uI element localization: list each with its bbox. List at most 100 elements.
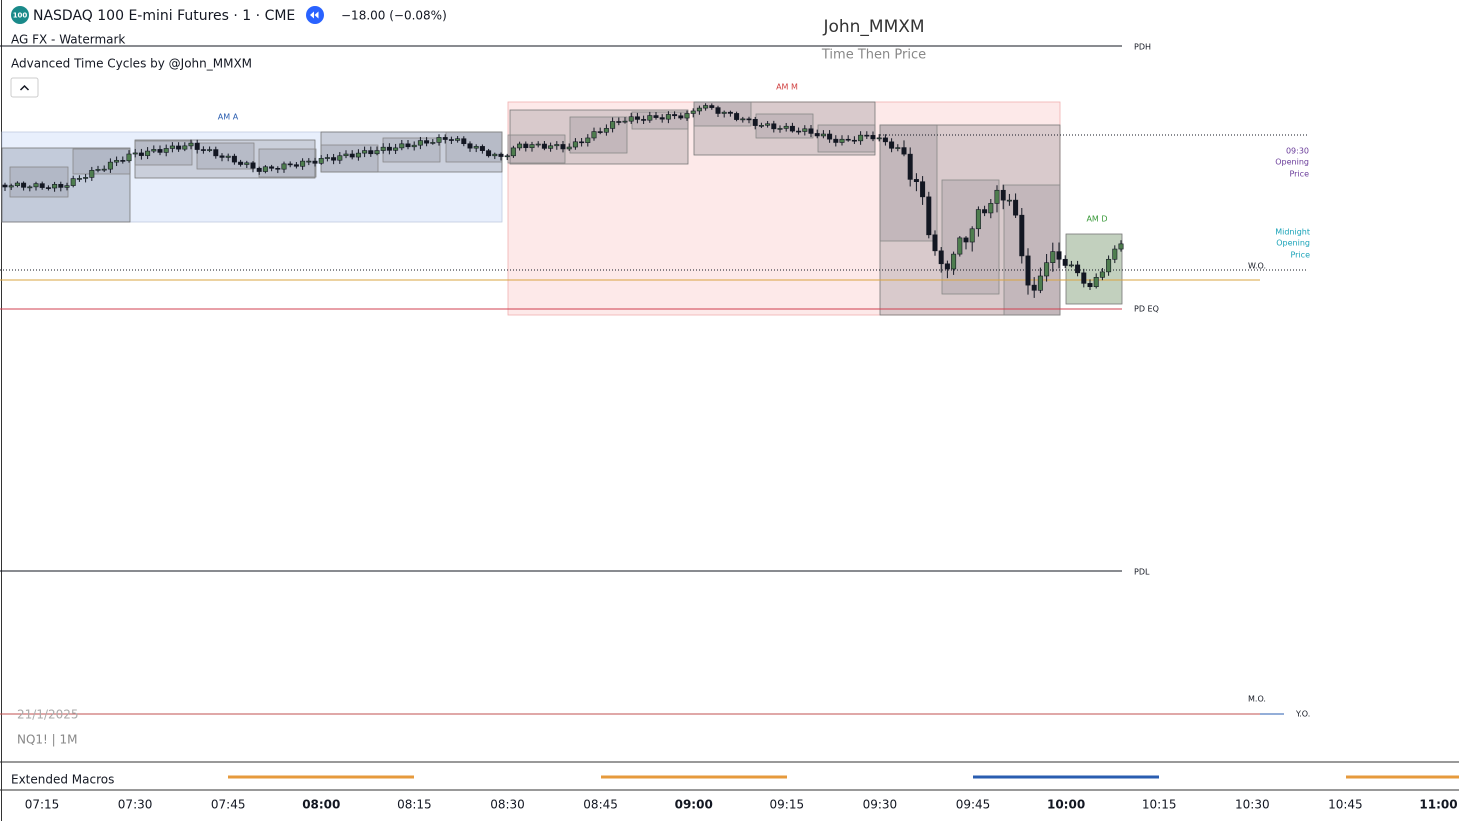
candle-body	[870, 135, 876, 140]
time-tick-label: 10:45	[1328, 798, 1363, 812]
candle-body	[430, 142, 436, 144]
candle-body	[1037, 275, 1043, 291]
candle-body	[374, 150, 380, 155]
sub-cycle-box	[9, 166, 69, 198]
candle-body	[517, 143, 523, 149]
candle-body	[746, 118, 752, 121]
candle-body	[145, 150, 151, 156]
collapse-button[interactable]	[10, 77, 39, 98]
candle-body	[814, 133, 820, 137]
candle-body	[498, 153, 504, 157]
candle-body	[256, 167, 262, 172]
candle-body	[287, 163, 293, 166]
candle-body	[461, 138, 467, 145]
candle-body	[951, 253, 957, 270]
candle-body	[424, 140, 430, 144]
candle-body	[554, 144, 560, 147]
candle-body	[83, 177, 89, 179]
candle-body	[1019, 214, 1025, 257]
symbol-icon	[11, 6, 29, 24]
candle-body	[399, 143, 405, 149]
sub-cycle-box	[196, 142, 255, 170]
candle-body	[194, 142, 200, 150]
candle-body	[95, 169, 101, 171]
sub-cycle-box	[509, 109, 689, 165]
candle-body	[76, 178, 82, 180]
candle-body	[138, 152, 144, 156]
cycle-label: AM A	[218, 113, 239, 122]
time-tick-label: 08:45	[583, 798, 618, 812]
candle-body	[833, 138, 839, 143]
candle-body	[622, 120, 628, 123]
candle-body	[957, 237, 963, 255]
level-label: W.O.	[1248, 262, 1266, 271]
candle-body	[802, 128, 808, 132]
plot-area	[0, 45, 1308, 715]
candle-body	[2, 184, 8, 188]
candle-body	[591, 131, 597, 139]
macros-label[interactable]: Extended Macros	[11, 773, 114, 787]
candle-body	[231, 155, 237, 163]
candle-body	[275, 168, 281, 170]
candle-body	[331, 157, 337, 161]
candle-body	[337, 155, 343, 161]
time-tick-label: 11:00	[1419, 798, 1457, 812]
candle-body	[1087, 283, 1093, 288]
time-tick-label: 09:45	[956, 798, 991, 812]
time-axis: 07:15 07:30 07:45 08:00 08:15 08:30 08:45 09:00…	[25, 798, 1458, 812]
candle-body	[541, 143, 547, 149]
candle-body	[529, 144, 535, 149]
sub-cycle-box	[134, 139, 316, 179]
candle-body	[907, 153, 913, 180]
candle-body	[492, 153, 498, 157]
candle-body	[1000, 189, 1006, 201]
candle-body	[114, 160, 120, 163]
time-tick-label: 10:30	[1235, 798, 1270, 812]
candle-body	[225, 155, 231, 158]
candle-body	[213, 149, 219, 157]
candle-body	[1031, 284, 1037, 291]
candle-body	[448, 139, 454, 141]
candle-body	[8, 185, 14, 188]
candle-body	[349, 153, 355, 158]
candle-body	[727, 111, 733, 114]
candle-body	[355, 152, 361, 158]
candle-body	[548, 145, 554, 149]
candle-body	[994, 189, 1000, 204]
watermark-date: 21/1/2025	[17, 708, 79, 722]
candle-body	[14, 182, 20, 186]
candle-body	[944, 263, 950, 270]
candle-body	[101, 168, 107, 171]
candle-body	[486, 150, 492, 157]
candle-body	[405, 143, 411, 148]
level-label: PDL	[1134, 568, 1150, 577]
watermark-ticker: NQ1! | 1M	[17, 733, 78, 747]
candle-body	[368, 150, 374, 155]
candle-body	[312, 160, 318, 164]
candle-body	[504, 155, 510, 158]
price-change: −18.00 (−0.08%)	[341, 9, 447, 23]
candle-body	[647, 115, 653, 121]
time-tick-label: 07:15	[25, 798, 60, 812]
candle-body	[300, 160, 306, 167]
candle-body	[703, 105, 709, 109]
candle-body	[1106, 258, 1112, 273]
candle-body	[585, 137, 591, 143]
level-label: Opening	[1276, 239, 1310, 248]
sub-cycle-box	[320, 131, 503, 173]
watermark-title: John_MMXM	[822, 17, 924, 37]
candle-body	[52, 184, 58, 189]
candle-body	[306, 160, 312, 163]
candle-body	[380, 146, 386, 151]
candle-body	[293, 164, 299, 167]
candle-body	[752, 118, 758, 126]
candle-body	[572, 141, 578, 148]
indicator-label[interactable]: Advanced Time Cycles by @John_MMXM	[11, 57, 252, 71]
indicator-label[interactable]: AG FX - Watermark	[11, 33, 125, 47]
candle-body	[250, 162, 256, 169]
candle-body	[467, 143, 473, 149]
time-tick-label: 08:30	[490, 798, 525, 812]
candle-body	[628, 116, 634, 122]
candle-body	[1112, 248, 1118, 260]
